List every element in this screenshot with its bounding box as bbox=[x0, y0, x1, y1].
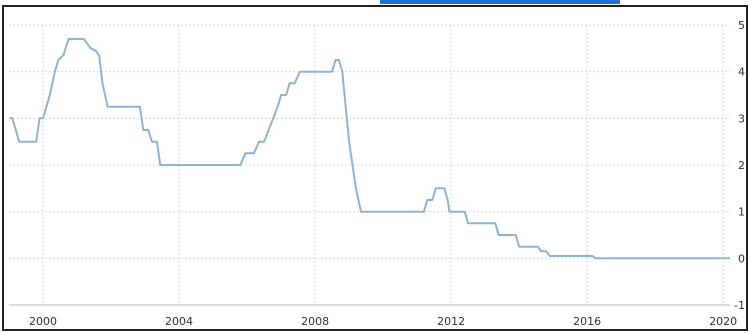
y-tick-label: 2 bbox=[738, 159, 745, 172]
x-tick-label: 2016 bbox=[573, 315, 601, 328]
series-layer bbox=[9, 38, 730, 260]
y-tick-label: 4 bbox=[738, 66, 745, 79]
top-accent-bar bbox=[380, 0, 620, 4]
tick-labels: 5 4 3 2 1 0 -1 2000 2004 2008 2012 2016 2020 bbox=[29, 19, 745, 328]
x-tick-label: 2008 bbox=[301, 315, 329, 328]
y-tick-label: 5 bbox=[738, 19, 745, 32]
x-tick-label: 2004 bbox=[165, 315, 193, 328]
y-tick-label: -1 bbox=[734, 299, 745, 312]
series-line bbox=[9, 38, 730, 260]
x-tick-label: 2000 bbox=[29, 315, 57, 328]
gridlines bbox=[9, 24, 730, 306]
y-tick-label: 1 bbox=[738, 206, 745, 219]
x-tick-label: 2020 bbox=[709, 315, 737, 328]
x-tick-label: 2012 bbox=[437, 315, 465, 328]
chart-border bbox=[2, 5, 748, 331]
y-tick-label: 3 bbox=[738, 112, 745, 125]
y-tick-label: 0 bbox=[738, 252, 745, 265]
